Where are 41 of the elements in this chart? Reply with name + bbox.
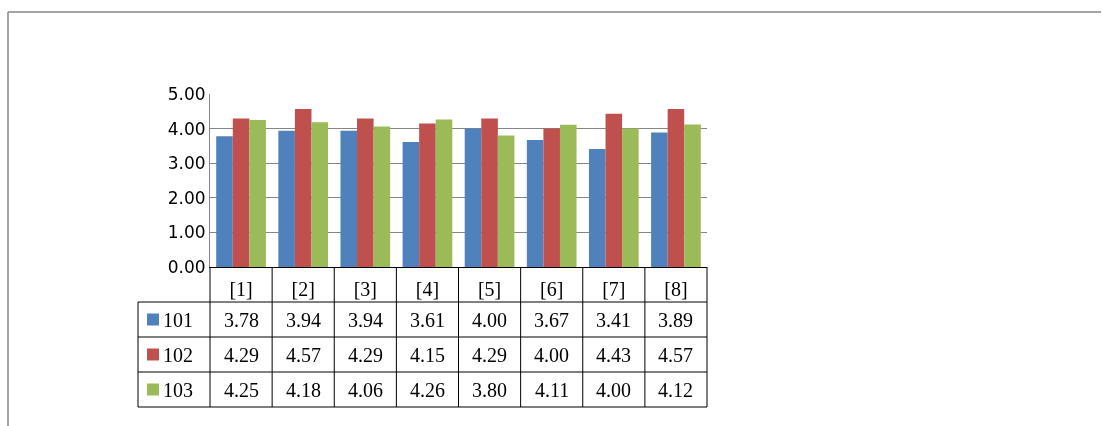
data-label: 3.80 (472, 379, 507, 401)
y-tick-label: 4.00 (167, 118, 206, 139)
data-label: 3.94 (348, 309, 383, 331)
legend-label: 101 (163, 309, 193, 331)
data-label: 3.94 (286, 309, 321, 331)
x-tick-label: [7] (602, 278, 626, 300)
data-label: 3.61 (410, 309, 445, 331)
data-label: 4.57 (286, 344, 321, 366)
data-label: 4.06 (348, 379, 383, 401)
data-label: 4.25 (224, 379, 259, 401)
legend-label: 102 (163, 344, 193, 366)
data-label: 4.00 (596, 379, 631, 401)
x-tick-label: [6] (540, 278, 564, 300)
data-label: 3.78 (224, 309, 259, 331)
data-label: 3.67 (534, 309, 569, 331)
data-label: 4.18 (286, 379, 321, 401)
data-label: 4.29 (348, 344, 383, 366)
data-label: 4.15 (410, 344, 445, 366)
y-tick-label: 5.00 (167, 83, 206, 104)
y-tick-label: 0.00 (167, 256, 206, 277)
data-label: 3.89 (658, 309, 693, 331)
data-label: 4.57 (658, 344, 693, 366)
y-tick-label: 2.00 (167, 187, 206, 208)
x-tick-label: [8] (664, 278, 688, 300)
x-tick-label: [4] (415, 278, 440, 300)
data-label: 4.26 (410, 379, 445, 401)
data-label: 4.00 (472, 309, 507, 331)
x-tick-label: [5] (477, 278, 502, 300)
data-label: 4.12 (658, 379, 693, 401)
x-tick-label: [1] (229, 278, 253, 300)
data-label: 4.11 (535, 379, 570, 401)
data-label: 4.00 (534, 344, 569, 366)
data-label: 3.41 (596, 309, 631, 331)
y-tick-label: 1.00 (167, 222, 206, 243)
data-label: 4.43 (596, 344, 631, 366)
x-tick-label: [3] (353, 278, 377, 300)
data-label: 4.29 (224, 344, 259, 366)
legend-label: 103 (163, 379, 193, 401)
x-tick-label: [2] (291, 278, 315, 300)
data-label: 4.29 (472, 344, 507, 366)
y-tick-label: 3.00 (167, 153, 206, 174)
